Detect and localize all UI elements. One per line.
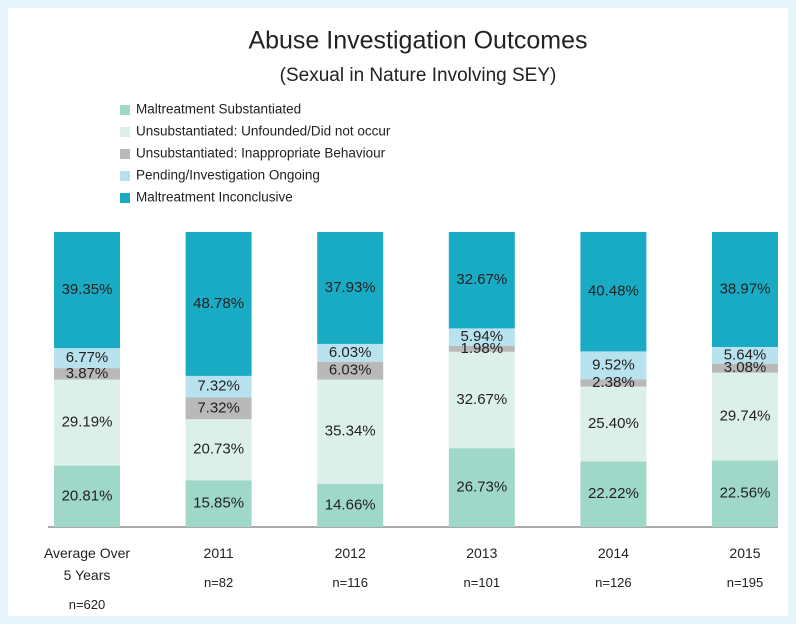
legend-swatch bbox=[120, 193, 130, 203]
data-label: 29.19% bbox=[62, 414, 113, 431]
x-tick-label: 2011 bbox=[203, 545, 234, 561]
bar-segment bbox=[185, 232, 252, 376]
category-note: n=620 bbox=[68, 597, 106, 612]
bar-segment bbox=[317, 379, 384, 484]
bar-segment bbox=[185, 480, 252, 527]
legend-label: Unsubstantiated: Inappropriate Behaviour bbox=[136, 146, 386, 161]
bar-segment bbox=[580, 232, 647, 352]
bar-segment bbox=[580, 386, 647, 462]
category-note: n=116 bbox=[332, 575, 368, 590]
data-label: 6.03% bbox=[329, 344, 372, 361]
data-label: 29.74% bbox=[720, 408, 771, 425]
data-label: 15.85% bbox=[193, 495, 244, 512]
data-label: 38.97% bbox=[720, 280, 771, 297]
bar-segment bbox=[317, 232, 384, 344]
category-label-group: 2013 n=101 bbox=[422, 542, 542, 594]
category-note: n=195 bbox=[726, 575, 764, 590]
bar-segment bbox=[712, 363, 778, 373]
data-label: 35.34% bbox=[325, 423, 376, 440]
bar-segment bbox=[185, 375, 252, 398]
data-label: 7.32% bbox=[197, 378, 240, 395]
data-label: 32.67% bbox=[456, 271, 507, 288]
chart-title: Abuse Investigation Outcomes bbox=[248, 27, 587, 55]
data-label: 3.08% bbox=[724, 359, 767, 376]
x-tick-label: 2013 bbox=[466, 545, 498, 561]
bar-segment bbox=[54, 465, 120, 527]
data-label: 5.94% bbox=[461, 328, 504, 345]
data-label: 26.73% bbox=[456, 479, 507, 496]
category-note: n=126 bbox=[595, 575, 632, 590]
category-label-group: 2012 n=116 bbox=[290, 542, 410, 594]
data-label: 20.81% bbox=[62, 487, 113, 504]
data-label: 22.56% bbox=[720, 485, 771, 502]
bar-segment bbox=[185, 419, 252, 481]
category-label-group: 2014 n=126 bbox=[553, 542, 673, 594]
legend-label: Maltreatment Substantiated bbox=[136, 102, 301, 117]
bar-segment bbox=[580, 351, 647, 380]
data-label: 39.35% bbox=[62, 281, 113, 298]
data-label: 48.78% bbox=[193, 295, 244, 312]
chart: Abuse Investigation Outcomes (Sexual in … bbox=[48, 27, 778, 528]
bar-segment bbox=[448, 328, 515, 346]
data-label: 6.77% bbox=[66, 349, 109, 366]
legend-swatch bbox=[120, 171, 130, 181]
bar-segment bbox=[54, 379, 120, 466]
bar-segment bbox=[712, 232, 778, 347]
bar-segment bbox=[317, 343, 384, 362]
bar-segment bbox=[448, 351, 515, 449]
bar-segment bbox=[448, 448, 515, 527]
bar-segment bbox=[54, 368, 120, 380]
bar-segment bbox=[580, 461, 647, 527]
legend-swatch bbox=[120, 127, 130, 137]
data-label: 6.03% bbox=[329, 362, 372, 379]
bar-segment bbox=[448, 345, 515, 352]
x-tick-label: Average Over 5 Years bbox=[43, 545, 131, 583]
legend-swatch bbox=[120, 105, 130, 115]
bar-segment bbox=[54, 232, 120, 349]
data-label: 40.48% bbox=[588, 283, 639, 300]
bar-segment bbox=[712, 372, 778, 461]
data-label: 9.52% bbox=[592, 356, 635, 373]
data-label: 2.38% bbox=[592, 374, 635, 391]
legend-label: Maltreatment Inconclusive bbox=[136, 190, 293, 205]
x-tick-label: 2015 bbox=[729, 545, 761, 561]
bar-segment bbox=[317, 361, 384, 380]
category-note: n=101 bbox=[463, 575, 501, 590]
bar-segment bbox=[185, 397, 252, 420]
bar-segment bbox=[54, 348, 120, 369]
legend-label: Unsubstantiated: Unfounded/Did not occur bbox=[136, 124, 391, 139]
data-label: 25.40% bbox=[588, 415, 639, 432]
bar-segment bbox=[712, 346, 778, 364]
data-label: 3.87% bbox=[66, 365, 109, 382]
legend-label: Pending/Investigation Ongoing bbox=[136, 168, 320, 183]
bar-segment bbox=[712, 460, 778, 527]
data-label: 32.67% bbox=[456, 391, 507, 408]
legend-swatch bbox=[120, 149, 130, 159]
bar-segment bbox=[317, 483, 384, 527]
data-label: 20.73% bbox=[193, 441, 244, 458]
category-label-group: Average Over 5 Years n=620 bbox=[27, 542, 147, 616]
category-note: n=82 bbox=[203, 575, 234, 590]
data-label: 14.66% bbox=[325, 496, 376, 513]
chart-panel: Abuse Investigation Outcomes (Sexual in … bbox=[8, 8, 788, 616]
category-label-group: 2015 n=195 bbox=[685, 542, 796, 594]
x-tick-label: 2012 bbox=[334, 545, 366, 561]
x-tick-label: 2014 bbox=[597, 545, 629, 561]
category-label-group: 2011 n=82 bbox=[159, 542, 279, 594]
data-label: 5.64% bbox=[724, 346, 767, 363]
data-label: 37.93% bbox=[325, 279, 376, 296]
data-label: 22.22% bbox=[588, 485, 639, 502]
bar-segment bbox=[580, 379, 647, 387]
data-label: 1.98% bbox=[461, 340, 504, 357]
chart-subtitle: (Sexual in Nature Involving SEY) bbox=[280, 65, 557, 86]
bar-segment bbox=[448, 232, 515, 329]
data-label: 7.32% bbox=[197, 399, 240, 416]
